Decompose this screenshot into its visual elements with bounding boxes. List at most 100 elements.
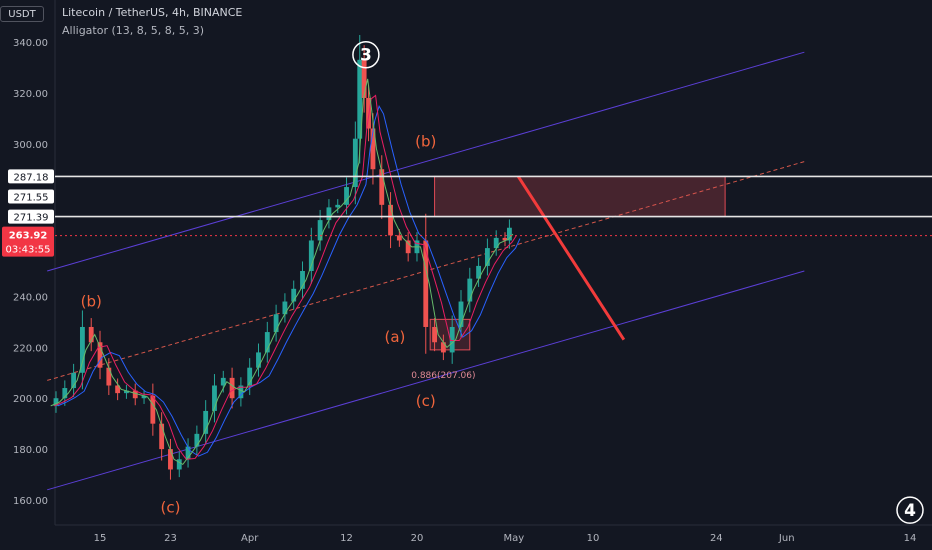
wave-label: (b) bbox=[81, 293, 102, 311]
indicator-label[interactable]: Alligator (13, 8, 5, 8, 5, 3) bbox=[62, 24, 205, 37]
candle-body bbox=[88, 326, 94, 343]
price-tag-label: 271.55 bbox=[14, 192, 49, 203]
x-tick-label: Apr bbox=[241, 533, 259, 544]
currency-button[interactable]: USDT bbox=[0, 6, 44, 22]
candle-body bbox=[194, 433, 200, 447]
wave-label: 3 bbox=[360, 46, 372, 66]
price-tag-label: 271.39 bbox=[14, 213, 49, 224]
candle-body bbox=[247, 367, 253, 386]
candle-body bbox=[62, 388, 68, 399]
y-tick-label: 220.00 bbox=[13, 343, 48, 354]
x-tick-label: 14 bbox=[904, 533, 917, 544]
candle-body bbox=[53, 398, 59, 406]
x-axis: 15 23 Apr 12 20 May 10 24 Jun 14 bbox=[55, 524, 932, 544]
candle-body bbox=[458, 301, 464, 327]
candle-body bbox=[335, 204, 341, 208]
candle-body bbox=[344, 187, 349, 205]
candle-body bbox=[203, 410, 209, 434]
x-tick-label: Jun bbox=[778, 533, 795, 544]
x-tick-label: May bbox=[503, 533, 524, 544]
candle-body bbox=[326, 207, 332, 221]
candle-body bbox=[506, 227, 512, 241]
candle-body bbox=[229, 377, 235, 399]
current-price-label: 263.92 bbox=[9, 231, 48, 242]
y-tick-label: 300.00 bbox=[13, 140, 48, 151]
candle-body bbox=[440, 342, 446, 353]
candle-body bbox=[273, 314, 279, 333]
wave-label: (c) bbox=[160, 499, 180, 517]
alligator-jaw-line bbox=[57, 104, 521, 457]
price-tag-label: 287.18 bbox=[14, 172, 49, 183]
candle-body bbox=[220, 377, 226, 386]
resistance-zone-box bbox=[434, 175, 726, 218]
candle-body bbox=[238, 385, 244, 399]
wave-label: 4 bbox=[904, 501, 916, 521]
candle-body bbox=[159, 423, 165, 450]
wave-label: (a) bbox=[385, 328, 406, 346]
candle-body bbox=[300, 271, 305, 289]
chart-title: Litecoin / TetherUS, 4h, BINANCE bbox=[62, 6, 243, 19]
price-lines: 287.18 271.55 271.39 263.92 03:43:55 bbox=[2, 169, 932, 257]
candle-body bbox=[282, 301, 288, 315]
fib-label: 0.886(207.06) bbox=[411, 371, 475, 381]
candle-body bbox=[132, 390, 138, 399]
candle-body bbox=[449, 326, 455, 353]
candle-body bbox=[317, 220, 323, 241]
candle-body bbox=[308, 240, 314, 271]
candle-body bbox=[370, 128, 376, 170]
candle-body bbox=[124, 390, 129, 394]
candles bbox=[50, 35, 521, 480]
candle-body bbox=[256, 352, 261, 368]
candle-body bbox=[467, 278, 473, 302]
price-tag-box bbox=[8, 169, 54, 184]
alligator-teeth-line bbox=[54, 94, 517, 460]
alligator-lips-line bbox=[50, 78, 514, 466]
candle-body bbox=[185, 446, 191, 460]
candle-body bbox=[405, 240, 411, 254]
candle-body bbox=[150, 395, 156, 424]
candle-body bbox=[115, 385, 121, 394]
current-price-tag bbox=[2, 226, 54, 257]
x-tick-label: 24 bbox=[710, 533, 723, 544]
x-tick-label: 23 bbox=[164, 533, 177, 544]
candle-body bbox=[79, 326, 85, 373]
candle-body bbox=[396, 235, 402, 241]
candle-body bbox=[388, 204, 393, 236]
y-tick-label: 240.00 bbox=[13, 292, 48, 303]
wave-label: (c) bbox=[416, 392, 436, 410]
channel-lower-line bbox=[47, 270, 805, 491]
y-tick-label: 160.00 bbox=[13, 496, 48, 507]
candle-body bbox=[432, 326, 437, 343]
y-tick-label: 200.00 bbox=[13, 394, 48, 405]
candle-body bbox=[357, 59, 363, 139]
candle-body bbox=[352, 138, 358, 188]
candle-body bbox=[97, 342, 103, 368]
wave-circle bbox=[896, 496, 924, 524]
candle-body bbox=[291, 288, 297, 302]
candle-body bbox=[168, 449, 173, 470]
candle-body bbox=[484, 248, 490, 266]
annotations: 3 (b) (c) (b) (a) (c) 4 0.886(207.06) bbox=[81, 40, 924, 524]
candle-body bbox=[264, 332, 270, 353]
x-tick-label: 20 bbox=[411, 533, 424, 544]
candle-body bbox=[361, 59, 367, 98]
channel-upper-line bbox=[47, 51, 805, 272]
y-tick-label: 180.00 bbox=[13, 445, 48, 456]
price-tag-box bbox=[8, 189, 54, 204]
candle-body bbox=[176, 459, 182, 470]
y-axis: 340.00320.00300.00280.00260.00240.00220.… bbox=[13, 0, 56, 525]
resistance-zone bbox=[429, 175, 726, 351]
price-tag-box bbox=[8, 209, 54, 224]
candle-body bbox=[106, 367, 112, 386]
wave-circle bbox=[352, 40, 380, 69]
y-tick-label: 340.00 bbox=[13, 38, 48, 49]
x-tick-label: 12 bbox=[340, 533, 353, 544]
candle-body bbox=[141, 395, 147, 399]
candle-body bbox=[493, 237, 499, 249]
candle-body bbox=[379, 169, 385, 205]
x-tick-label: 15 bbox=[94, 533, 107, 544]
candle-body bbox=[502, 237, 508, 241]
projection-line bbox=[516, 175, 626, 341]
y-tick-label: 320.00 bbox=[13, 89, 48, 100]
